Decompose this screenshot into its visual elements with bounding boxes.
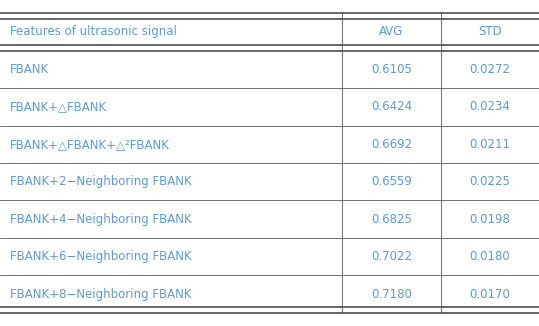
Text: FBANK: FBANK [10,63,49,76]
Text: FBANK+△FBANK+△²FBANK: FBANK+△FBANK+△²FBANK [10,138,170,151]
Text: AVG: AVG [379,25,404,38]
Text: 0.6825: 0.6825 [371,213,412,226]
Text: 0.6105: 0.6105 [371,63,412,76]
Text: FBANK+△FBANK: FBANK+△FBANK [10,100,107,113]
Text: 0.0198: 0.0198 [469,213,510,226]
Text: FBANK+8−Neighboring FBANK: FBANK+8−Neighboring FBANK [10,288,191,301]
Text: 0.0211: 0.0211 [469,138,510,151]
Text: FBANK+4−Neighboring FBANK: FBANK+4−Neighboring FBANK [10,213,191,226]
Text: 0.0272: 0.0272 [469,63,510,76]
Text: STD: STD [478,25,502,38]
Text: 0.0225: 0.0225 [469,175,510,188]
Text: FBANK+6−Neighboring FBANK: FBANK+6−Neighboring FBANK [10,250,191,263]
Text: 0.6424: 0.6424 [371,100,412,113]
Text: Features of ultrasonic signal: Features of ultrasonic signal [10,25,177,38]
Text: 0.6559: 0.6559 [371,175,412,188]
Text: 0.0234: 0.0234 [469,100,510,113]
Text: 0.0170: 0.0170 [469,288,510,301]
Text: 0.7022: 0.7022 [371,250,412,263]
Text: FBANK+2−Neighboring FBANK: FBANK+2−Neighboring FBANK [10,175,191,188]
Text: 0.7180: 0.7180 [371,288,412,301]
Text: 0.0180: 0.0180 [469,250,510,263]
Text: 0.6692: 0.6692 [371,138,412,151]
